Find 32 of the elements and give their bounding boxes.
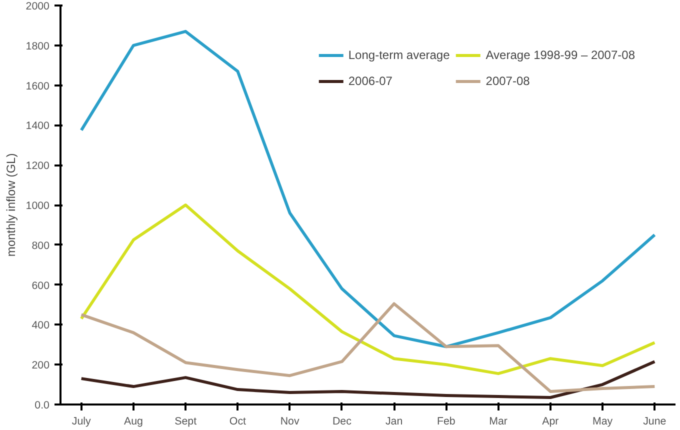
y-tick-label: 600 [32, 280, 50, 292]
x-tick-label: July [72, 416, 92, 428]
y-tick-label: 400 [32, 320, 50, 332]
x-tick-label: Oct [229, 416, 246, 428]
line-series [80, 360, 656, 400]
x-tick-label: Aug [124, 416, 144, 428]
x-tick-label: Mar [489, 416, 508, 428]
x-tick-label: Dec [332, 416, 352, 428]
y-tick-label: 1400 [26, 120, 50, 132]
y-tick-label: 1800 [26, 40, 50, 52]
y-axis-title: monthly inflow (GL) [4, 153, 18, 257]
y-tick-label: 1000 [26, 200, 50, 212]
x-tick-label: Feb [436, 416, 456, 428]
legend-label: Long-term average [348, 48, 450, 62]
legend-label: 2006-07 [348, 74, 392, 88]
legend-label: Average 1998-99 – 2007-08 [486, 48, 635, 62]
x-tick-label: June [643, 416, 666, 428]
line-series [80, 204, 656, 376]
y-tick-label: 1200 [26, 160, 50, 172]
legend-label: 2007-08 [486, 74, 530, 88]
y-tick-label: 0.0 [34, 400, 50, 412]
x-tick-label: Nov [280, 416, 300, 428]
x-tick-label: Jan [385, 416, 403, 428]
y-tick-label: 1600 [26, 80, 50, 92]
x-tick-label: May [592, 416, 614, 428]
x-tick-label: Apr [542, 416, 560, 428]
y-tick-label: 2000 [26, 0, 50, 12]
line-series [80, 30, 656, 348]
y-tick-label: 200 [32, 360, 50, 372]
line-series [80, 302, 656, 394]
x-tick-label: Sept [174, 416, 197, 428]
y-tick-label: 800 [32, 240, 50, 252]
